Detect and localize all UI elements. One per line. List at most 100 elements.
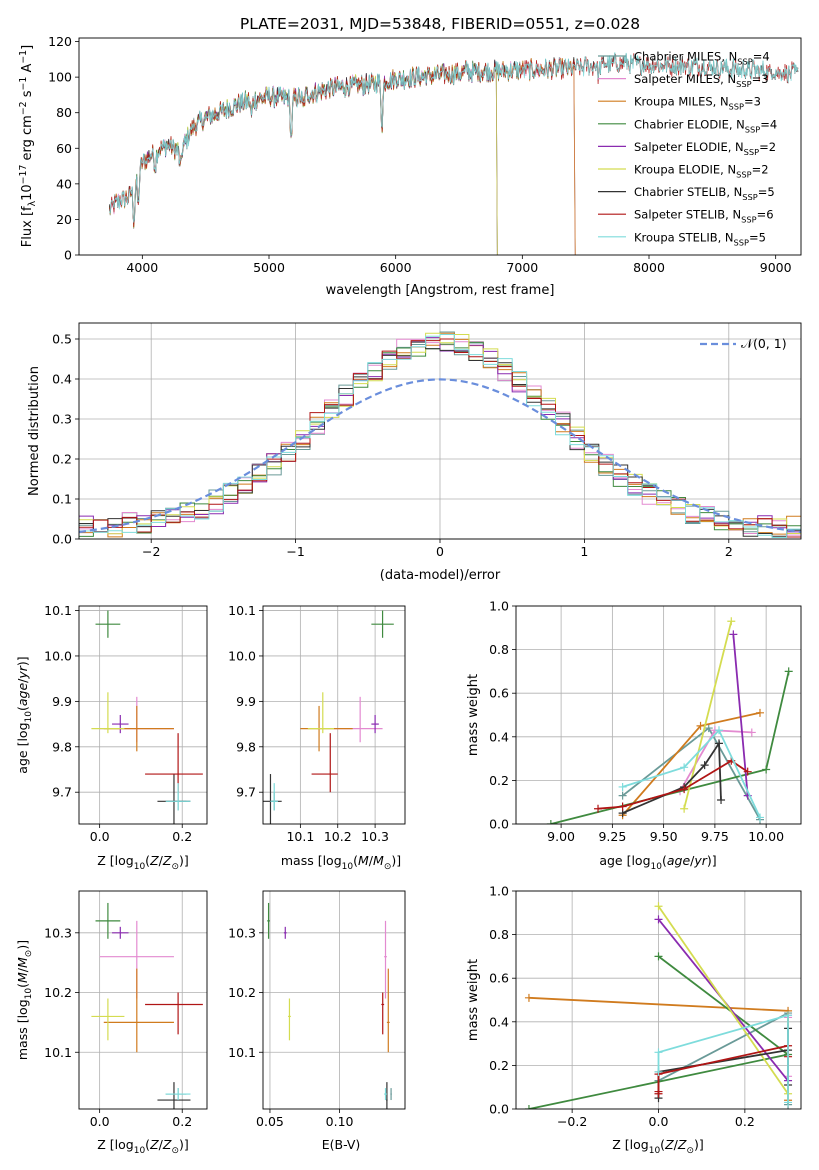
plot-area (109, 52, 799, 255)
axes-frame (78, 37, 802, 256)
ssp-marker (594, 804, 603, 813)
legend-label: Kroupa ELODIE, NSSP=2 (634, 163, 769, 180)
histogram-kroupa-stelib (79, 334, 801, 539)
x-axis-label: Z [log10(Z/Z⊙)] (97, 1137, 189, 1156)
ssp-marker (654, 902, 663, 911)
y-tick-label: 0.4 (52, 372, 72, 387)
x-tick-label: 9.00 (547, 829, 575, 844)
x-tick-label: 0 (436, 544, 444, 559)
x-tick-label: 10.1 (286, 829, 314, 844)
residuals-axes: −2 −1 0 1 2 0.0 0.1 0.2 0.3 0.4 0.5 (52, 322, 802, 559)
x-axis-label: age [log10(age/yr)] (599, 853, 716, 872)
plot-area (263, 610, 394, 824)
ssp-marker (784, 1011, 793, 1020)
x-tick-label: 10.00 (748, 829, 784, 844)
y-tick-label: 0.2 (489, 773, 509, 788)
ssp-marker (654, 952, 663, 961)
mass-vs-ebv-axes: 0.05 0.10 10.1 10.2 10.3 (228, 890, 406, 1129)
weight-vs-z-axes: −0.2 0.0 0.2 0.0 0.2 0.4 0.6 0.8 1.0 (489, 884, 802, 1129)
y-tick-label: 0.0 (489, 817, 509, 832)
x-tick-label: 1 (580, 544, 588, 559)
x-tick-label: 0.0 (90, 829, 110, 844)
x-tick-label: 0.10 (326, 1114, 354, 1129)
axes-frame (78, 890, 208, 1110)
y-tick-label: 0.6 (489, 971, 509, 986)
y-tick-label: 20 (56, 212, 72, 227)
ssp-line (732, 634, 749, 796)
plot-area (91, 610, 203, 824)
y-tick-label: 10.3 (44, 925, 72, 940)
x-tick-label: −2 (142, 544, 160, 559)
x-tick-label: 10.3 (361, 829, 389, 844)
histogram-kroupa-elodie (79, 332, 801, 539)
legend-label: Kroupa STELIB, NSSP=5 (634, 230, 766, 247)
y-tick-label: 0.5 (52, 332, 72, 347)
y-tick-label: 10.2 (228, 985, 256, 1000)
ssp-line (597, 759, 749, 810)
ssp-marker (680, 785, 689, 794)
x-tick-label: 5000 (253, 260, 285, 275)
ssp-marker (784, 667, 793, 676)
y-tick-label: 0.0 (52, 532, 72, 547)
legend: Chabrier MILES, NSSP=4 Salpeter MILES, NS… (598, 50, 777, 247)
ssp-marker (784, 1098, 793, 1107)
ssp-marker (524, 993, 533, 1002)
x-tick-label: 0.2 (172, 829, 192, 844)
figure-title: PLATE=2031, MJD=53848, FIBERID=0551, z=0… (240, 15, 640, 33)
legend-label: Chabrier MILES, NSSP=4 (634, 50, 770, 67)
x-axis-label: E(B-V) (322, 1137, 361, 1152)
x-axis-label: mass [log10(M/M⊙)] (281, 853, 401, 872)
legend-label: Chabrier ELODIE, NSSP=4 (634, 117, 777, 134)
legend-label: Salpeter MILES, NSSP=3 (634, 72, 769, 89)
ssp-line (657, 905, 789, 1095)
x-tick-label: 0.2 (172, 1114, 192, 1129)
y-tick-label: 10.3 (228, 925, 256, 940)
x-tick-label: 0.05 (256, 1114, 284, 1129)
legend-label: Salpeter STELIB, NSSP=6 (634, 208, 774, 225)
normal-curve (79, 378, 801, 534)
axes-frame (262, 605, 406, 825)
spectrum-line (109, 52, 799, 223)
x-tick-label: 0.0 (649, 1114, 669, 1129)
y-tick-label: 100 (48, 70, 72, 85)
legend-label: Kroupa MILES, NSSP=3 (634, 95, 761, 112)
y-tick-label: 40 (56, 176, 72, 191)
x-tick-label: −1 (286, 544, 304, 559)
plot-area (267, 902, 392, 1109)
y-tick-label: 9.9 (236, 694, 256, 709)
y-tick-label: 10.1 (44, 1045, 72, 1060)
spectrum-axes: 4000 5000 6000 7000 8000 9000 0 20 40 60 80 100 120 (48, 34, 802, 275)
ssp-marker (727, 617, 736, 626)
y-tick-label: 9.8 (236, 739, 256, 754)
ssp-marker (654, 1048, 663, 1057)
x-tick-label: 0.2 (735, 1114, 755, 1129)
mass-vs-z-axes: 0.0 0.2 10.1 10.2 10.3 (44, 890, 208, 1129)
ssp-marker (717, 796, 726, 805)
y-tick-label: 9.7 (236, 785, 256, 800)
ssp-marker (755, 708, 764, 717)
ssp-marker (680, 763, 689, 772)
y-tick-label: 0.8 (489, 642, 509, 657)
y-tick-label: 60 (56, 141, 72, 156)
axes-frame (262, 890, 406, 1110)
y-tick-label: 10.0 (44, 648, 72, 663)
ssp-marker (714, 726, 723, 735)
ssp-marker (618, 802, 627, 811)
y-tick-label: 10.1 (44, 603, 72, 618)
axes-frame (78, 605, 208, 825)
age-vs-z-axes: 0.0 0.2 9.7 9.8 9.9 10.0 10.1 (44, 603, 208, 844)
y-axis-label: mass [log10(M/M⊙)] (15, 940, 34, 1060)
y-tick-label: 0.2 (489, 1058, 509, 1073)
x-tick-label: 0.0 (90, 1114, 110, 1129)
y-tick-label: 0.4 (489, 729, 509, 744)
x-axis-label: Z [log10(Z/Z⊙)] (612, 1137, 704, 1156)
spectrum-line (129, 60, 498, 255)
y-axis-label: age [log10(age/yr)] (15, 656, 34, 773)
y-tick-label: 9.8 (52, 739, 72, 754)
plot-area (524, 902, 793, 1109)
y-axis-label: Normed distribution (27, 366, 42, 496)
y-tick-label: 0.2 (52, 452, 72, 467)
x-tick-label: 2 (725, 544, 733, 559)
ssp-marker (743, 767, 752, 776)
